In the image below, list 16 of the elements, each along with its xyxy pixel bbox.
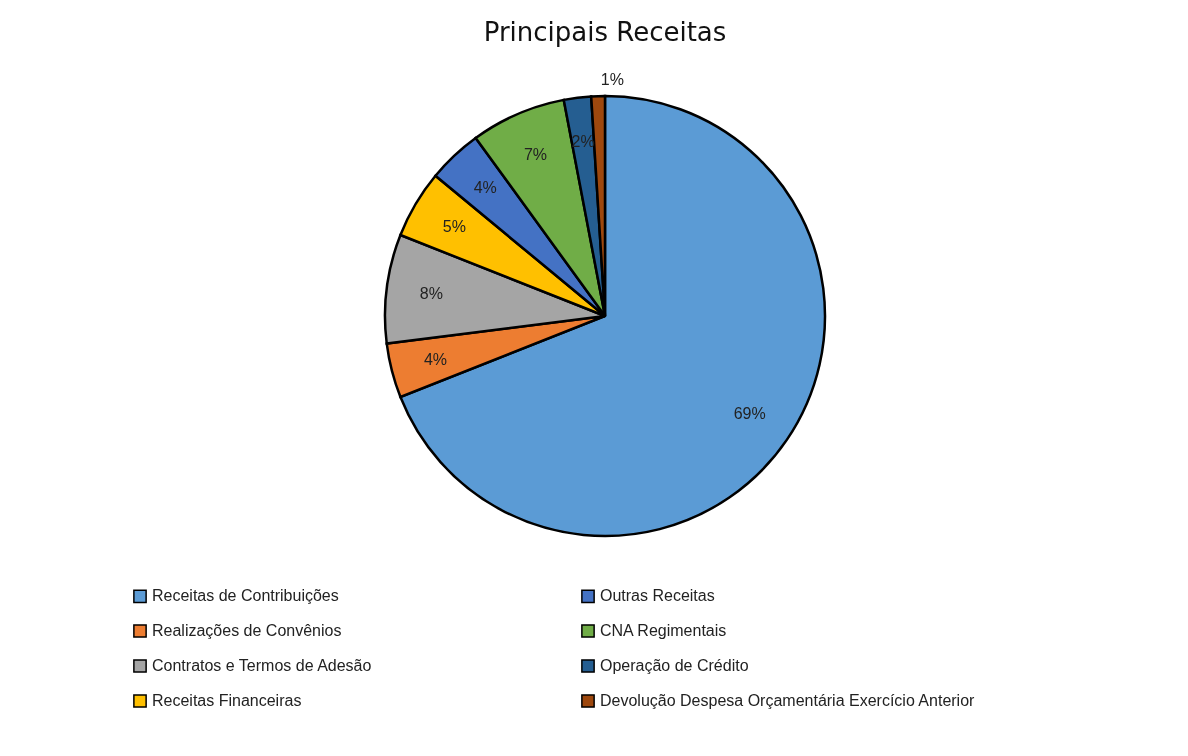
legend-label: Outras Receitas bbox=[600, 587, 715, 605]
data-label: 4% bbox=[423, 350, 448, 368]
data-label: 69% bbox=[733, 405, 766, 423]
data-label: 8% bbox=[419, 285, 443, 303]
legend-label: Receitas Financeiras bbox=[152, 692, 302, 709]
data-label: 4% bbox=[473, 179, 497, 197]
legend-label: Operação de Crédito bbox=[600, 657, 749, 674]
data-label: 7% bbox=[523, 146, 548, 164]
legend-label: Devolução Despesa Orçamentária Exercício Anterior bbox=[600, 692, 976, 709]
data-label: 1% bbox=[600, 71, 624, 89]
legend-label: CNA Regimentais bbox=[600, 622, 727, 639]
data-label: 5% bbox=[442, 217, 466, 235]
legend-label: Realizações de Convênios bbox=[152, 622, 342, 639]
legend-label: Receitas de Contribuições bbox=[152, 587, 339, 605]
chart-title: Principais Receitas bbox=[483, 17, 727, 47]
legend-label: Contratos e Termos de Adesão bbox=[152, 657, 372, 674]
